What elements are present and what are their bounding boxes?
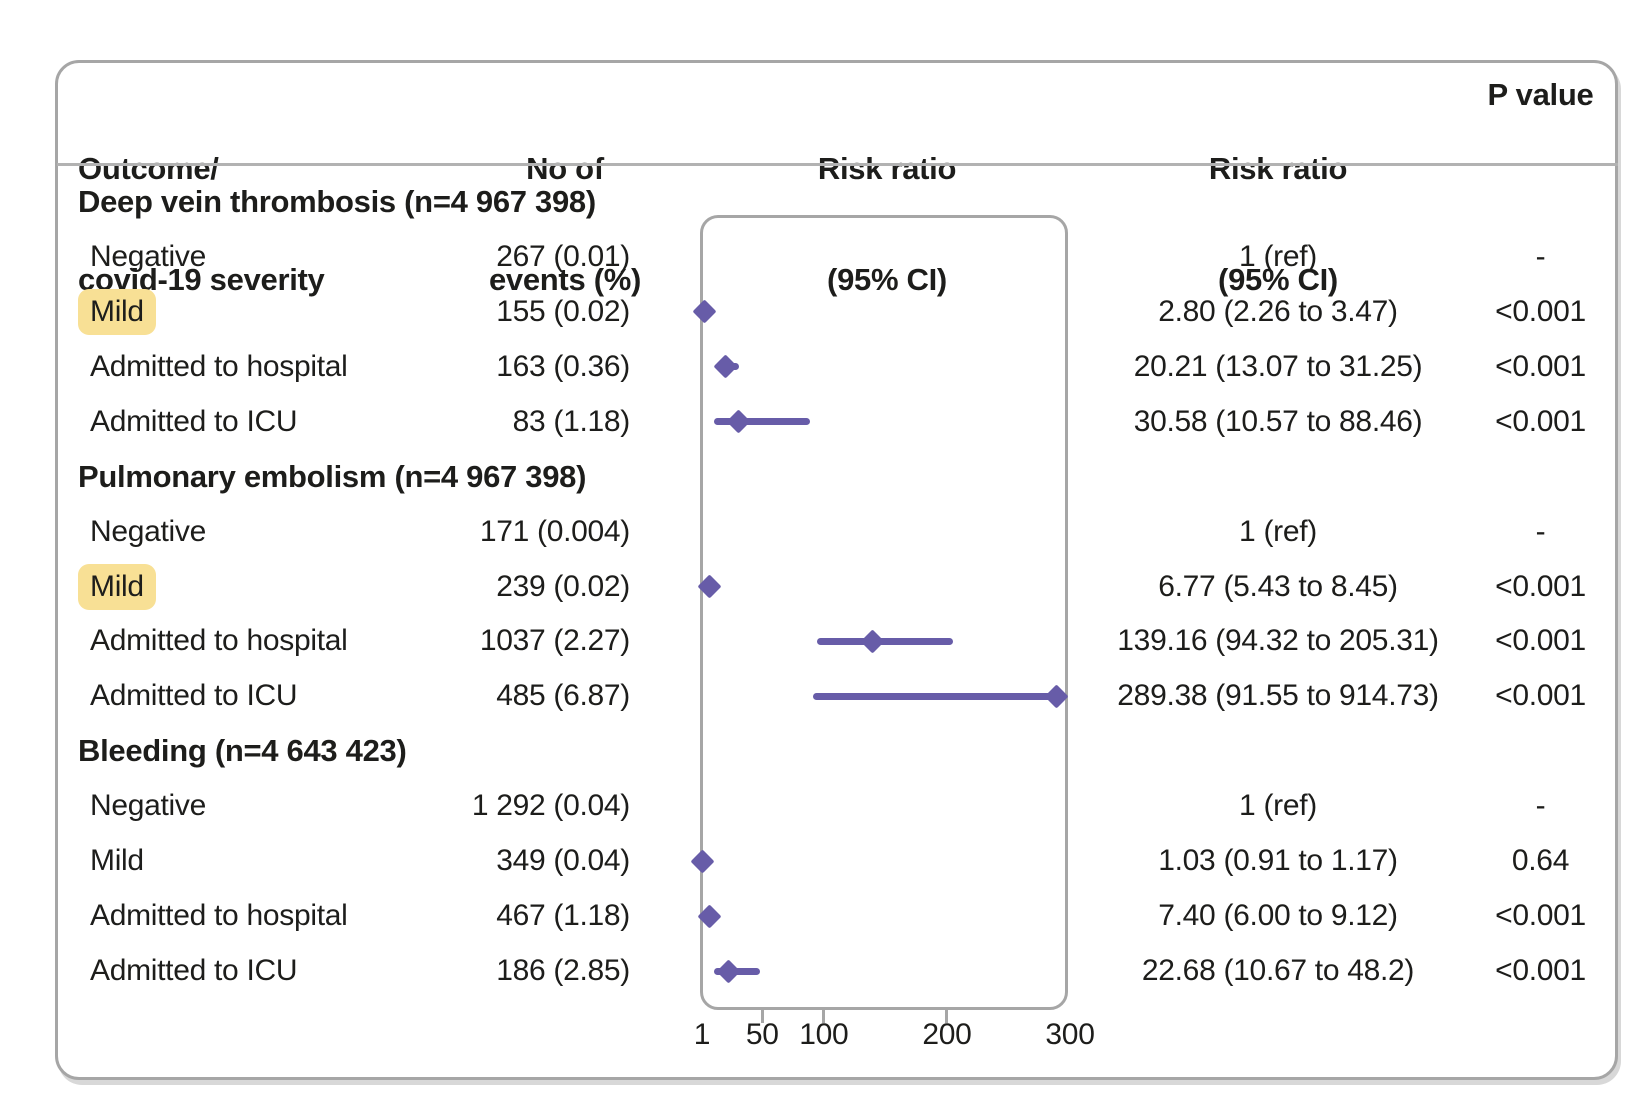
p-value: <0.001 [1495, 899, 1586, 933]
group-header: Pulmonary embolism (n=4 967 398) [78, 458, 587, 494]
risk-ratio-value: 7.40 (6.00 to 9.12) [1158, 899, 1398, 933]
axis-tick-label: 300 [1045, 1018, 1095, 1051]
risk-ratio-value: 6.77 (5.43 to 8.45) [1158, 569, 1398, 603]
ci-line [713, 418, 810, 426]
risk-ratio-value: 2.80 (2.26 to 3.47) [1158, 294, 1398, 328]
axis-tick [945, 1010, 949, 1023]
row-label: Admitted to ICU [90, 679, 298, 713]
header-riskratio-plot: Risk ratio (95% CI) [737, 76, 1037, 372]
events-value: 349 (0.04) [496, 844, 630, 878]
row-label: Mild [78, 288, 156, 335]
risk-ratio-value: 1 (ref) [1239, 514, 1317, 548]
events-value: 186 (2.85) [496, 954, 630, 988]
row-label: Negative [90, 239, 207, 273]
events-value: 467 (1.18) [496, 899, 630, 933]
row-label: Admitted to ICU [90, 954, 298, 988]
events-value: 267 (0.01) [496, 239, 630, 273]
p-value: 0.64 [1511, 844, 1570, 878]
risk-ratio-value: 1.03 (0.91 to 1.17) [1158, 844, 1398, 878]
row-label: Admitted to hospital [90, 899, 348, 933]
axis-tick-label: 200 [922, 1018, 972, 1051]
risk-ratio-value: 30.58 (10.57 to 88.46) [1133, 404, 1423, 438]
p-value: <0.001 [1495, 349, 1586, 383]
header-riskratio-plot-line2: (95% CI) [827, 262, 947, 297]
axis-tick-label: 50 [745, 1018, 779, 1051]
row-label: Admitted to hospital [90, 624, 348, 658]
risk-ratio-value: 1 (ref) [1239, 789, 1317, 823]
header-riskratio-text-line1: Risk ratio [1208, 151, 1348, 186]
header-riskratio-text: Risk ratio (95% CI) [1128, 76, 1428, 372]
events-value: 485 (6.87) [496, 679, 630, 713]
ci-line [816, 637, 954, 645]
p-value: - [1535, 514, 1546, 548]
ci-line [813, 692, 1062, 700]
row-label: Admitted to ICU [90, 404, 298, 438]
plot-area [700, 215, 1068, 1010]
p-value: - [1535, 239, 1546, 273]
header-riskratio-plot-line1: Risk ratio [817, 151, 957, 186]
events-value: 1 292 (0.04) [471, 789, 630, 823]
figure-frame [55, 60, 1618, 1080]
row-label: Admitted to hospital [90, 349, 348, 383]
events-value: 239 (0.02) [496, 569, 630, 603]
risk-ratio-value: 139.16 (94.32 to 205.31) [1117, 624, 1439, 658]
header-outcome-line1: Outcome/ [78, 151, 219, 186]
header-events: No of events (%) [420, 76, 710, 372]
events-value: 83 (1.18) [512, 404, 631, 438]
risk-ratio-value: 1 (ref) [1239, 239, 1317, 273]
row-label: Mild [78, 563, 156, 610]
header-outcome-line2: covid-19 severity [78, 262, 325, 297]
row-label: Negative [90, 789, 207, 823]
header-divider [57, 163, 1618, 166]
risk-ratio-value: 22.68 (10.67 to 48.2) [1141, 954, 1415, 988]
events-value: 163 (0.36) [496, 349, 630, 383]
p-value: <0.001 [1495, 404, 1586, 438]
p-value: <0.001 [1495, 569, 1586, 603]
events-value: 155 (0.02) [496, 294, 630, 328]
p-value: <0.001 [1495, 954, 1586, 988]
risk-ratio-value: 289.38 (91.55 to 914.73) [1117, 679, 1439, 713]
axis-tick [760, 1010, 764, 1023]
axis-tick-label: 100 [799, 1018, 849, 1051]
header-events-line1: No of [526, 151, 604, 186]
p-value: <0.001 [1495, 624, 1586, 658]
p-value: <0.001 [1495, 679, 1586, 713]
header-riskratio-text-line2: (95% CI) [1218, 262, 1338, 297]
axis-tick-label: 1 [693, 1018, 711, 1051]
header-events-line2: events (%) [488, 262, 642, 297]
axis-tick [822, 1010, 826, 1023]
p-value: - [1535, 789, 1546, 823]
events-value: 1037 (2.27) [479, 624, 630, 658]
group-header: Deep vein thrombosis (n=4 967 398) [78, 184, 596, 219]
header-pvalue: P value [1487, 77, 1594, 112]
header-outcome: Outcome/ covid-19 severity [78, 76, 325, 372]
row-label: Negative [90, 514, 207, 548]
risk-ratio-value: 20.21 (13.07 to 31.25) [1133, 349, 1423, 383]
events-value: 171 (0.004) [479, 514, 630, 548]
row-label: Mild [90, 844, 144, 878]
group-header: Bleeding (n=4 643 423) [78, 733, 407, 769]
p-value: <0.001 [1495, 294, 1586, 328]
